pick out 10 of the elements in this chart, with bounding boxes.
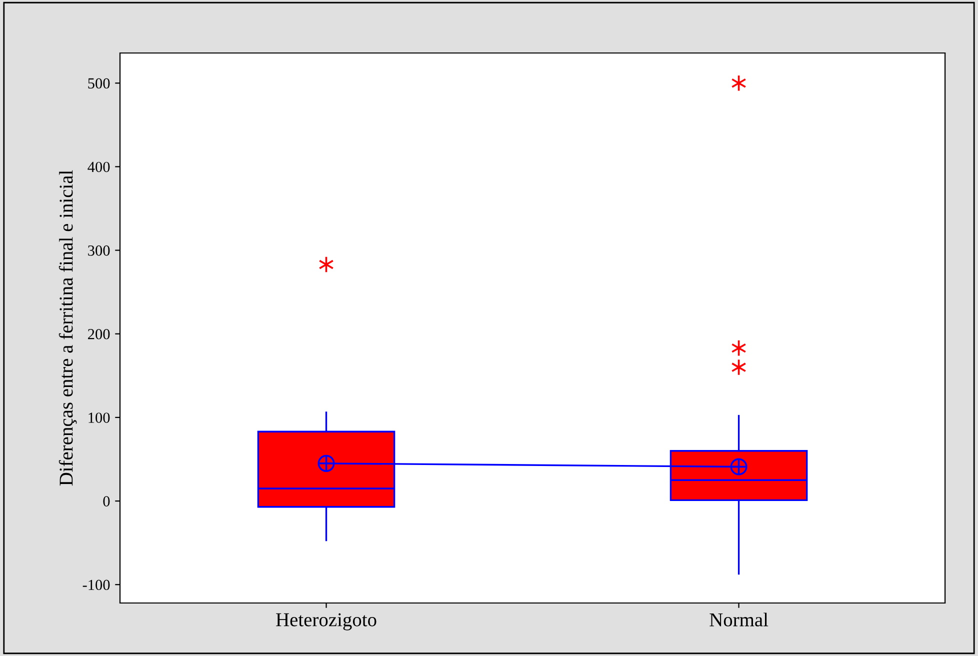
y-tick-label: 200: [88, 328, 110, 340]
y-tick-label: 300: [88, 245, 110, 256]
y-tick-label: 0: [103, 496, 110, 506]
y-tick-label: 400: [88, 162, 110, 172]
x-tick-label: Heterozigoto: [276, 613, 376, 630]
y-axis-title: Diferenças entre a ferritina final e inicial: [58, 170, 77, 486]
x-tick-label: Normal: [710, 612, 768, 626]
y-tick-label: 100: [88, 412, 110, 423]
y-tick-label: 500: [88, 78, 110, 89]
y-tick-label: -100: [82, 580, 110, 590]
